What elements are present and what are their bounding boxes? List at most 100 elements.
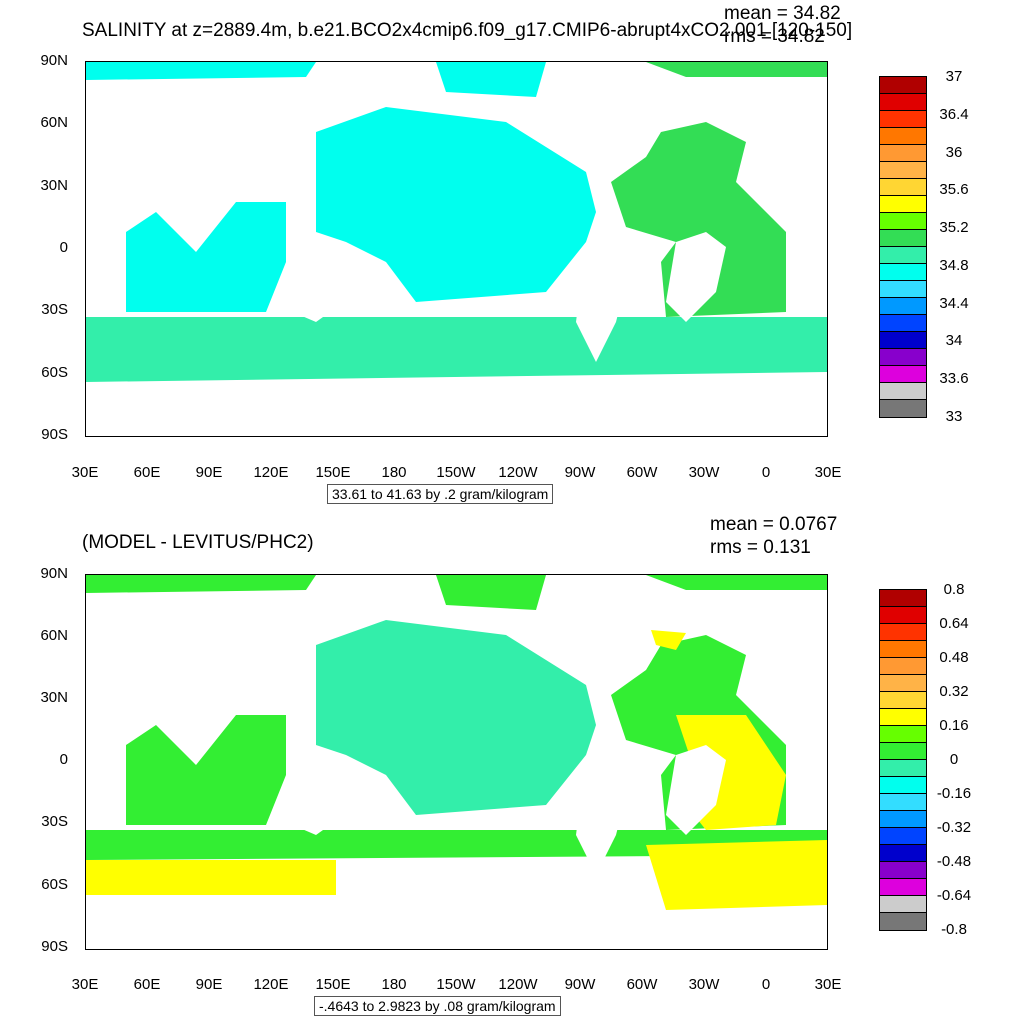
colorbar-swatch bbox=[880, 349, 926, 366]
mean-stat: mean = 34.82 bbox=[724, 3, 841, 24]
colorbar-swatch bbox=[880, 77, 926, 94]
colorbar-label: 0.8 bbox=[943, 581, 965, 598]
mean-stat: mean = 0.0767 bbox=[710, 514, 838, 535]
contour-range-label: -.4643 to 2.9823 by .08 gram/kilogram bbox=[314, 996, 561, 1016]
colorbar-swatch bbox=[880, 213, 926, 230]
colorbar-swatch bbox=[880, 658, 926, 675]
lat-label: 90N bbox=[40, 565, 68, 582]
colorbar-swatch bbox=[880, 366, 926, 383]
lat-label: 30N bbox=[40, 689, 68, 706]
north-atlantic-yellow bbox=[651, 630, 686, 650]
lon-label: 0 bbox=[761, 976, 771, 993]
colorbar-label: 0.48 bbox=[939, 649, 969, 666]
lon-label: 150E bbox=[315, 976, 351, 993]
land-masses bbox=[281, 745, 726, 875]
colorbar-swatch bbox=[880, 247, 926, 264]
colorbar-swatch bbox=[880, 760, 926, 777]
colorbar-swatch bbox=[880, 692, 926, 709]
arctic-region-2 bbox=[436, 62, 546, 97]
lon-label: 30E bbox=[814, 464, 842, 481]
lon-label: 90W bbox=[564, 976, 596, 993]
colorbar-swatch bbox=[880, 828, 926, 845]
colorbar-label: 34.8 bbox=[939, 256, 969, 274]
lon-label: 90E bbox=[195, 976, 223, 993]
lat-label: 60N bbox=[40, 114, 68, 131]
lat-label: 60S bbox=[41, 364, 68, 381]
australia-land bbox=[281, 267, 351, 322]
colorbar-label: -0.64 bbox=[936, 887, 972, 904]
lat-label: 0 bbox=[59, 751, 68, 768]
lon-label: 150W bbox=[436, 976, 476, 993]
lon-label: 60E bbox=[133, 976, 161, 993]
lon-label: 0 bbox=[761, 464, 771, 481]
lon-label: 150E bbox=[315, 464, 351, 481]
colorbar-swatch bbox=[880, 298, 926, 315]
colorbar-label: 0.32 bbox=[939, 683, 969, 700]
arctic-region bbox=[86, 62, 316, 80]
colorbar-swatch bbox=[880, 641, 926, 658]
colorbar-swatch bbox=[880, 332, 926, 349]
colorbar-label: 35.6 bbox=[939, 181, 969, 199]
lon-label: 120E bbox=[253, 976, 289, 993]
lat-label: 0 bbox=[59, 239, 68, 256]
lon-label: 120W bbox=[498, 464, 538, 481]
salinity-panel: SALINITY at z=2889.4m, b.e21.BCO2x4cmip6… bbox=[40, 3, 969, 504]
lon-label: 150W bbox=[436, 464, 476, 481]
lon-label: 90E bbox=[195, 464, 223, 481]
colorbar-label: 0 bbox=[949, 751, 959, 768]
southern-ocean-region bbox=[86, 830, 827, 860]
salinity-map bbox=[85, 61, 828, 437]
colorbar-label: -0.32 bbox=[936, 819, 972, 836]
southern-yellow-region-2 bbox=[646, 840, 827, 910]
colorbar-label: 37 bbox=[945, 68, 963, 85]
colorbar-swatch bbox=[880, 607, 926, 624]
colorbar-swatch bbox=[880, 315, 926, 332]
colorbar-swatch bbox=[880, 196, 926, 213]
colorbar-swatch bbox=[880, 162, 926, 179]
colorbar-label: -0.48 bbox=[936, 853, 972, 870]
colorbar bbox=[879, 589, 927, 931]
lat-label: 90S bbox=[41, 426, 68, 443]
africa-land bbox=[666, 745, 726, 835]
southern-yellow-region bbox=[86, 860, 336, 895]
panel-title: SALINITY at z=2889.4m, b.e21.BCO2x4cmip6… bbox=[82, 20, 853, 41]
lat-label: 30S bbox=[41, 301, 68, 318]
lon-label: 180 bbox=[381, 464, 407, 481]
lon-label: 120E bbox=[253, 464, 289, 481]
contour-range-label: 33.61 to 41.63 by .2 gram/kilogram bbox=[327, 484, 554, 504]
colorbar-swatch bbox=[880, 709, 926, 726]
pacific-ocean-region bbox=[316, 107, 596, 302]
arctic-region-2 bbox=[436, 575, 546, 610]
arctic-region-3 bbox=[646, 62, 827, 77]
lon-label: 30W bbox=[688, 976, 720, 993]
colorbar-label: -0.16 bbox=[936, 785, 972, 802]
lon-label: 30E bbox=[71, 464, 99, 481]
colorbar-label: 36 bbox=[945, 143, 963, 161]
lat-label: 60N bbox=[40, 627, 68, 644]
colorbar-swatch bbox=[880, 896, 926, 913]
colorbar-swatch bbox=[880, 777, 926, 794]
lon-label: 30W bbox=[688, 464, 720, 481]
colorbar-label: 0.16 bbox=[939, 717, 969, 734]
colorbar-swatch bbox=[880, 383, 926, 400]
colorbar-swatch bbox=[880, 264, 926, 281]
colorbar-label: 34.4 bbox=[939, 294, 969, 312]
colorbar-swatch bbox=[880, 145, 926, 162]
rms-stat: rms = 34.82 bbox=[724, 26, 825, 47]
arctic-region-3 bbox=[646, 575, 827, 590]
colorbar bbox=[879, 76, 927, 418]
lon-label: 180 bbox=[381, 976, 407, 993]
colorbar-swatch bbox=[880, 743, 926, 760]
lon-label: 30E bbox=[71, 976, 99, 993]
colorbar-swatch bbox=[880, 794, 926, 811]
difference-map-svg bbox=[86, 575, 827, 910]
colorbar-swatch bbox=[880, 94, 926, 111]
panel-title: (MODEL - LEVITUS/PHC2) bbox=[82, 532, 314, 553]
colorbar-swatch bbox=[880, 879, 926, 896]
colorbar-label: 36.4 bbox=[939, 105, 969, 123]
colorbar-swatch bbox=[880, 845, 926, 862]
lat-label: 90S bbox=[41, 938, 68, 955]
colorbar-label: 34 bbox=[945, 332, 963, 350]
ocean-regions bbox=[86, 62, 827, 382]
america-land bbox=[576, 237, 631, 362]
